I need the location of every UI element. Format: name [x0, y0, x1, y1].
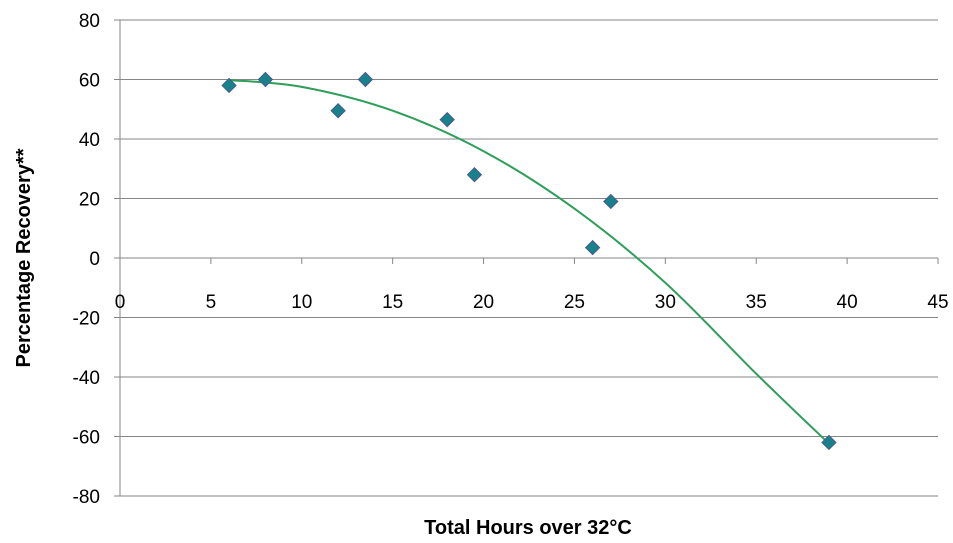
x-tick-label-4: 20 [473, 292, 494, 313]
data-point-6 [584, 239, 601, 256]
x-tick-label-9: 45 [927, 292, 948, 313]
data-points [221, 71, 837, 451]
x-tick-label-3: 15 [382, 292, 403, 313]
gridlines [120, 19, 938, 497]
y-tick-label-7: -60 [73, 428, 100, 449]
trendline-group [229, 79, 830, 445]
x-tick-label-7: 35 [746, 292, 767, 313]
trendline [229, 79, 830, 445]
x-tick-label-6: 30 [655, 292, 676, 313]
data-point-0 [221, 77, 237, 94]
y-tick-label-8: -80 [73, 487, 100, 508]
tick-labels: 80 60 40 20 0 -20 -40 -60 -80 0 5 10 15 20 25 30 35 40 45 [73, 11, 949, 508]
data-point-4 [439, 111, 455, 128]
y-axis-title: Percentage Recovery** [13, 148, 35, 367]
x-tick-label-8: 40 [837, 292, 858, 313]
x-tick-label-2: 10 [291, 292, 312, 313]
data-point-5 [466, 166, 483, 183]
y-tick-label-6: -40 [73, 368, 100, 389]
data-point-1 [257, 71, 274, 88]
y-tick-label-0: 80 [79, 11, 100, 32]
y-tick-label-2: 40 [79, 130, 100, 151]
x-tick-label-1: 5 [206, 292, 217, 313]
x-tick-label-5: 25 [564, 292, 585, 313]
y-tick-label-3: 20 [79, 190, 100, 211]
y-tick-label-4: 0 [89, 249, 100, 270]
data-point-3 [357, 71, 374, 88]
data-point-7 [603, 193, 619, 210]
y-tick-label-1: 60 [79, 71, 100, 92]
y-tick-label-5: -20 [73, 309, 100, 330]
x-tick-label-0: 0 [115, 292, 126, 313]
data-point-8 [821, 434, 837, 451]
x-axis-title: Total Hours over 32°C [424, 517, 632, 538]
axes [114, 19, 939, 497]
data-point-2 [330, 103, 346, 119]
